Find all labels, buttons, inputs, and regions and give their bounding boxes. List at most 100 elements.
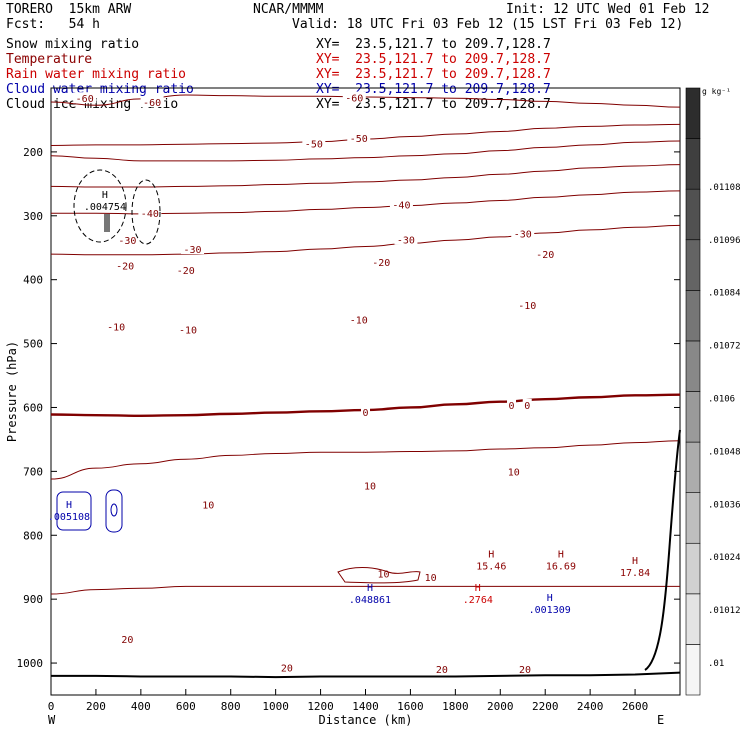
- colorbar-segment: [685, 593, 701, 645]
- contour-label: 10: [425, 573, 437, 584]
- cloud-ice-contour: [131, 179, 161, 245]
- temperature-contour: [50, 440, 681, 480]
- contour-label-bg: [104, 320, 128, 332]
- contour-label-bg: [511, 227, 535, 239]
- extremum-value: 17.84: [620, 568, 650, 579]
- cloud-water-contour: [56, 491, 92, 531]
- extremum-h: H: [475, 583, 481, 594]
- colorbar-tick-label: .01024: [708, 553, 740, 563]
- temperature-contour: [50, 164, 681, 188]
- contour-label-bg: [113, 259, 137, 271]
- header-fcst: Fcst: 54 h: [6, 17, 100, 32]
- extremum-value: .048861: [349, 595, 391, 606]
- contour-label: 0: [524, 401, 530, 412]
- contour-label-bg: [342, 91, 366, 103]
- contour-label-bg: [302, 137, 326, 149]
- contour-label: -30: [183, 245, 201, 256]
- legend-xy: XY= 23.5,121.7 to 209.7,128.7: [316, 37, 551, 52]
- contour-label: 0: [362, 408, 368, 419]
- contour-label: -30: [514, 230, 532, 241]
- colorbar-segment: [685, 239, 701, 291]
- colorbar-unit: g kg⁻¹: [702, 87, 731, 96]
- contour-label: -10: [107, 322, 125, 333]
- extremum-h: H: [66, 500, 72, 511]
- contour-label: -50: [305, 140, 323, 151]
- contour-label: 10: [377, 570, 389, 581]
- contour-label: -30: [397, 235, 415, 246]
- contour-label: -20: [372, 258, 390, 269]
- colorbar-segment: [685, 492, 701, 544]
- snow-shading: [104, 214, 110, 232]
- surface-line: [51, 671, 681, 679]
- x-tick-label: 1800: [442, 700, 469, 713]
- contour-label: -20: [536, 250, 554, 261]
- extremum-value: 15.46: [476, 562, 506, 573]
- legend-xy: XY= 23.5,121.7 to 209.7,128.7: [316, 82, 551, 97]
- contour-label-bg: [138, 207, 162, 219]
- temperature-contour: [50, 224, 681, 256]
- contour-label-bg: [278, 661, 295, 673]
- header-init: Init: 12 UTC Wed 01 Feb 12: [506, 2, 710, 17]
- contour-label: -10: [518, 301, 536, 312]
- contour-label-bg: [422, 570, 439, 582]
- extremum-h: H: [102, 190, 108, 201]
- x-end-label-east: E: [657, 713, 664, 727]
- cloud-water-contour: [110, 503, 118, 517]
- legend-xy: XY= 23.5,121.7 to 209.7,128.7: [316, 67, 551, 82]
- colorbar-tick-label: .01096: [708, 236, 740, 246]
- colorbar-segment: [685, 290, 701, 342]
- extremum-h: H: [488, 550, 494, 561]
- colorbar-tick-label: .01048: [708, 447, 740, 457]
- colorbar-segment: [685, 542, 701, 595]
- contour-label: -20: [116, 262, 134, 273]
- temperature-contour: [337, 567, 421, 584]
- contour-label-bg: [516, 662, 533, 674]
- x-tick-label: 1600: [397, 700, 424, 713]
- contour-label-bg: [522, 398, 532, 410]
- legend-label: Temperature: [6, 52, 93, 67]
- temperature-contour: [50, 140, 681, 162]
- contour-label-bg: [115, 234, 139, 246]
- colorbar-segment: [685, 87, 701, 139]
- y-tick-label: 1000: [17, 657, 44, 670]
- colorbar-tick-label: .01036: [708, 500, 740, 510]
- x-tick-label: 0: [48, 700, 55, 713]
- contour-label-bg: [347, 131, 371, 143]
- contour-label-bg: [505, 465, 522, 477]
- contour-label: 10: [202, 501, 214, 512]
- contour-label: 20: [519, 665, 531, 676]
- cloud-water-contour: [105, 489, 123, 533]
- colorbar-tick-label: .01012: [708, 606, 740, 616]
- terrain-edge: [644, 429, 681, 671]
- contour-label: -10: [350, 315, 368, 326]
- x-tick-label: 600: [176, 700, 196, 713]
- contour-label-bg: [73, 92, 97, 104]
- y-tick-label: 400: [23, 274, 43, 287]
- contour-label: -40: [392, 200, 410, 211]
- contour-label-bg: [361, 405, 370, 417]
- contour-label-bg: [176, 323, 200, 335]
- y-tick-label: 300: [23, 210, 43, 223]
- contour-label-bg: [200, 498, 217, 510]
- contour-label-bg: [515, 299, 539, 311]
- contour-label: -10: [179, 326, 197, 337]
- y-tick-label: 800: [23, 529, 43, 542]
- contour-label: -50: [350, 134, 368, 145]
- legend-label: Snow mixing ratio: [6, 37, 140, 52]
- extremum-h: H: [367, 583, 373, 594]
- extremum-value: .2764: [463, 595, 493, 606]
- contour-label: 20: [121, 635, 133, 646]
- x-tick-label: 2400: [577, 700, 604, 713]
- contour-label: -60: [345, 94, 363, 105]
- colorbar-tick-label: .01072: [708, 342, 740, 352]
- contour-label-bg: [361, 479, 378, 491]
- colorbar-segment: [685, 138, 701, 190]
- legend-label: Rain water mixing ratio: [6, 67, 187, 82]
- legend-xy: XY= 23.5,121.7 to 209.7,128.7: [316, 52, 551, 67]
- contour-label: -60: [143, 98, 161, 109]
- contour-label-bg: [174, 264, 198, 276]
- colorbar-segment: [685, 644, 701, 696]
- extremum-value: .005108: [48, 512, 90, 523]
- x-tick-label: 400: [131, 700, 151, 713]
- colorbar-tick-label: .01: [708, 659, 724, 669]
